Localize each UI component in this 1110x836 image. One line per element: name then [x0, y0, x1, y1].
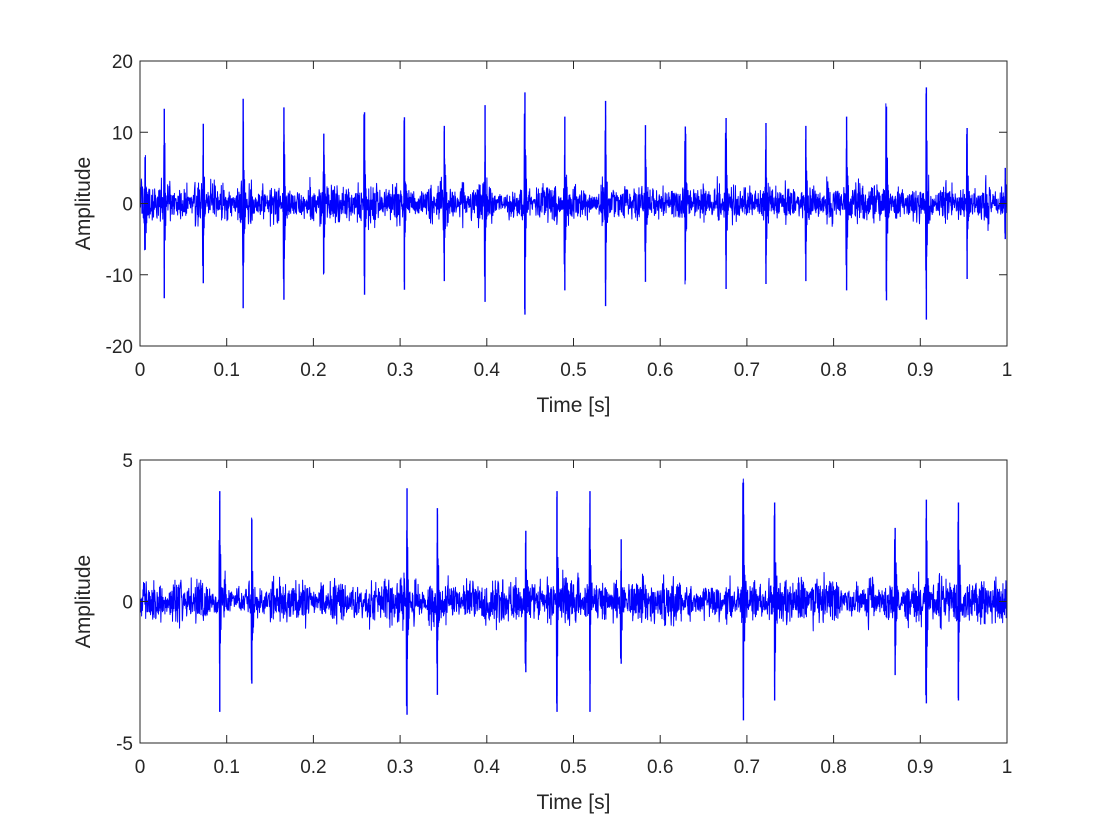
x-tick-label-bottom: 0.4 [474, 757, 501, 778]
y-tick-label-top: 0 [122, 195, 133, 216]
x-tick-label-bottom: 0.1 [213, 757, 239, 778]
x-tick-label-top: 0.2 [300, 360, 326, 381]
x-tick-label-bottom: 0.5 [560, 757, 586, 778]
y-tick-label-top: 20 [112, 52, 133, 73]
y-axis-label-bottom: Amplitude [72, 555, 95, 648]
x-tick-label-top: 0.6 [647, 360, 673, 381]
x-tick-label-bottom: 0.8 [820, 757, 846, 778]
x-tick-label-top: 0.7 [734, 360, 760, 381]
x-tick-label-bottom: 0.9 [907, 757, 933, 778]
y-tick-label-top: 10 [112, 123, 133, 144]
x-tick-label-bottom: 0.3 [387, 757, 413, 778]
x-tick-label-top: 0.9 [907, 360, 933, 381]
y-tick-label-top: -20 [106, 337, 133, 358]
y-axis-label-top: Amplitude [72, 157, 95, 250]
x-axis-label-top: Time [s] [537, 394, 611, 417]
x-tick-label-bottom: 0.2 [300, 757, 326, 778]
x-tick-label-top: 0.5 [560, 360, 586, 381]
x-tick-label-bottom: 0.7 [734, 757, 760, 778]
y-tick-label-top: -10 [106, 266, 133, 287]
x-tick-label-top: 0 [135, 360, 146, 381]
top-subplot: 0 0.1 0.2 0.3 0.4 0.5 0.6 0.7 0.8 0.9 1 -20 -10 0 10 20… [72, 52, 1012, 417]
x-tick-label-top: 0.4 [474, 360, 501, 381]
x-tick-label-top: 0.3 [387, 360, 413, 381]
x-tick-label-top: 0.1 [213, 360, 239, 381]
x-tick-label-bottom: 0 [135, 757, 146, 778]
x-tick-label-bottom: 1 [1002, 757, 1013, 778]
x-axis-label-bottom: Time [s] [537, 791, 611, 814]
y-tick-label-bottom: 5 [122, 451, 133, 472]
signal-series-bottom [139, 478, 1008, 707]
x-tick-label-top: 1 [1002, 360, 1013, 381]
y-tick-label-bottom: 0 [122, 593, 133, 614]
x-tick-label-bottom: 0.6 [647, 757, 673, 778]
y-tick-label-bottom: -5 [116, 734, 133, 755]
x-tick-label-top: 0.8 [820, 360, 846, 381]
